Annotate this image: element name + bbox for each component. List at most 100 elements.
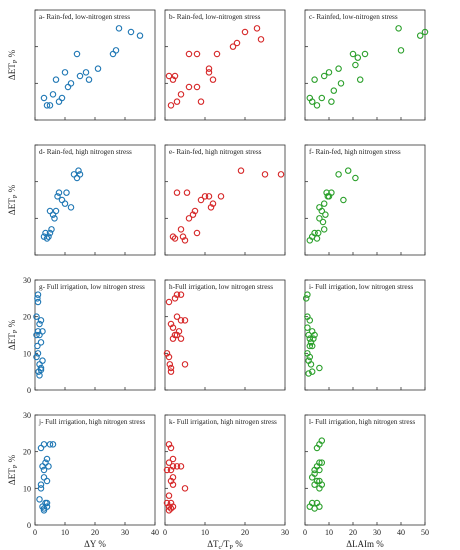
- data-point: [177, 91, 185, 98]
- data-point: [201, 193, 209, 200]
- panel-title: h-Full irrigation, low nitrogen stress: [169, 283, 273, 291]
- panel-title: b- Rain-fed, low-nitrogen stress: [169, 13, 261, 21]
- data-point: [171, 72, 179, 80]
- panel-e: e- Rain-fed, high nitrogen stress: [164, 144, 286, 256]
- data-point: [189, 211, 197, 218]
- data-point: [335, 171, 342, 178]
- data-point: [209, 76, 217, 83]
- x-tick-label: 0: [303, 528, 307, 537]
- data-point: [257, 36, 265, 43]
- data-point: [320, 200, 328, 207]
- data-point: [43, 477, 51, 485]
- data-point: [308, 368, 316, 375]
- x-tick-label: 30: [281, 528, 289, 537]
- data-point: [306, 342, 314, 350]
- plot-frame: [164, 144, 286, 256]
- data-point: [185, 215, 193, 222]
- data-point: [171, 331, 179, 339]
- x-tick-label: 30: [121, 528, 129, 537]
- panel-j: j- Full irrigation, high nitrogen stress…: [7, 411, 159, 537]
- data-point: [175, 328, 183, 335]
- data-point: [183, 189, 191, 196]
- data-point: [197, 196, 205, 204]
- data-point: [233, 39, 241, 47]
- plot-frame: [304, 414, 426, 526]
- data-point: [316, 503, 323, 510]
- panel-title: f- Rain-fed, high nitrogen stress: [309, 148, 401, 156]
- data-point: [64, 83, 72, 91]
- plot-frame: [304, 144, 426, 256]
- data-point: [75, 167, 82, 174]
- y-axis-label: ΔETP %: [7, 454, 19, 485]
- panel-c: c- Rainfed, low-nitrogen stress: [304, 9, 429, 121]
- data-point: [45, 233, 52, 240]
- data-point: [58, 94, 66, 102]
- data-point: [76, 72, 84, 80]
- data-point: [311, 76, 318, 83]
- data-point: [169, 335, 177, 342]
- data-point: [167, 477, 175, 485]
- data-point: [205, 69, 213, 76]
- data-point: [73, 50, 81, 58]
- data-point: [165, 492, 173, 499]
- data-point: [185, 50, 193, 58]
- data-point: [349, 50, 357, 58]
- panel-i: i- Full irrigation, low nitrogen stress: [302, 279, 426, 391]
- data-point: [352, 174, 359, 182]
- data-point: [37, 481, 45, 488]
- data-point: [165, 298, 173, 306]
- data-point: [165, 507, 173, 514]
- data-point: [171, 295, 179, 302]
- data-point: [37, 444, 45, 452]
- data-point: [40, 94, 48, 102]
- y-tick-label: 0: [27, 386, 31, 395]
- data-point: [316, 466, 323, 474]
- data-point: [52, 76, 60, 83]
- panel-d: d- Rain-fed, high nitrogen stress ΔETP %: [7, 144, 156, 256]
- data-point: [40, 507, 48, 514]
- data-point: [193, 50, 201, 58]
- data-point: [165, 459, 173, 466]
- data-point: [166, 361, 174, 368]
- data-point: [177, 463, 185, 470]
- data-point: [127, 28, 135, 36]
- data-point: [356, 76, 364, 83]
- data-point: [40, 474, 48, 481]
- data-point: [181, 485, 189, 492]
- plot-frame: [34, 414, 156, 526]
- data-point: [316, 204, 323, 211]
- data-point: [49, 441, 57, 448]
- data-point: [173, 291, 181, 298]
- data-point: [73, 174, 81, 182]
- data-point: [85, 76, 93, 83]
- data-point: [169, 463, 177, 470]
- data-point: [43, 499, 51, 507]
- data-point: [177, 317, 185, 324]
- y-tick-label: 20: [23, 448, 31, 457]
- panel-a: a- Rain-fed, low-nitrogen stress ΔETP %: [7, 9, 156, 121]
- data-point: [304, 313, 311, 320]
- data-point: [49, 91, 57, 98]
- data-point: [163, 499, 171, 507]
- data-point: [169, 503, 177, 510]
- data-point: [52, 207, 60, 215]
- data-point: [177, 291, 185, 298]
- panel-h: h-Full irrigation, low nitrogen stress: [163, 279, 286, 391]
- data-point: [308, 342, 316, 350]
- data-point: [354, 54, 362, 61]
- data-point: [46, 441, 54, 448]
- data-point: [46, 207, 54, 215]
- data-point: [318, 437, 326, 444]
- data-point: [185, 83, 193, 91]
- data-point: [51, 215, 58, 222]
- plot-frame: [164, 9, 286, 121]
- data-point: [115, 25, 123, 32]
- data-point: [308, 499, 316, 507]
- data-point: [205, 65, 213, 72]
- data-point: [314, 229, 322, 237]
- data-point: [191, 207, 199, 215]
- x-tick-label: 50: [421, 528, 429, 537]
- data-point: [261, 171, 269, 178]
- data-point: [173, 98, 181, 105]
- data-point: [61, 69, 69, 76]
